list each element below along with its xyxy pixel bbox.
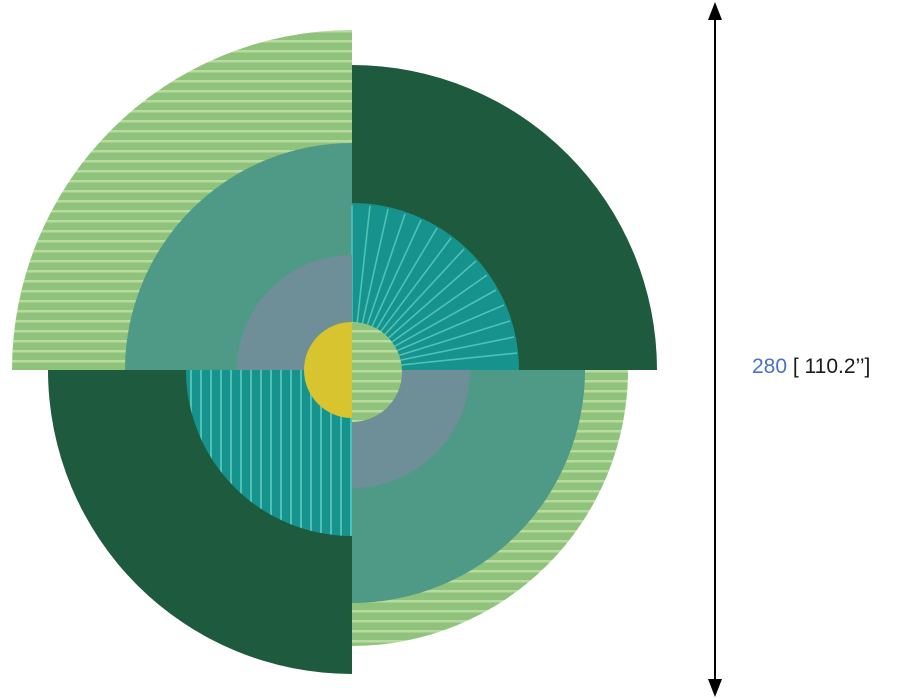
- rug-center-stripes: [352, 322, 402, 422]
- rug-image: [12, 30, 657, 674]
- double-arrow-vertical-icon: [708, 2, 722, 697]
- dimension-label: 280 [ 110.2’’]: [752, 355, 870, 379]
- rug-ring-bottom-left-teal: [186, 370, 352, 536]
- dimension-imperial: [ 110.2’’]: [792, 355, 871, 378]
- dimension-value: 280: [752, 355, 788, 378]
- rug-center-yellow: [304, 322, 352, 418]
